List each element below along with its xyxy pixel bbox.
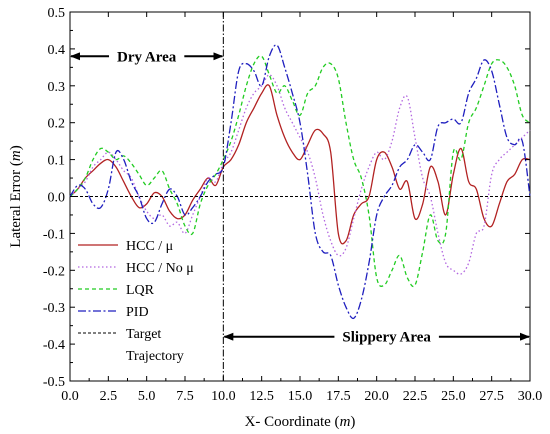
y-tick-label: -0.3 — [43, 301, 65, 316]
y-tick-label: 0.3 — [48, 80, 66, 95]
x-tick-label: 10.0 — [211, 389, 236, 404]
x-axis-unit: m — [340, 414, 351, 430]
x-tick-label: 22.5 — [403, 389, 428, 404]
x-tick-label: 27.5 — [479, 389, 504, 404]
y-axis-unit: m — [8, 150, 24, 161]
x-tick-label: 30.0 — [518, 389, 543, 404]
x-axis-label: X- Coordinate (m) — [245, 414, 356, 430]
x-tick-label: 12.5 — [249, 389, 274, 404]
x-tick-label: 20.0 — [364, 389, 389, 404]
x-tick-label: 7.5 — [176, 389, 194, 404]
region-label-1: Slippery Area — [342, 330, 431, 346]
legend-label-2: LQR — [126, 283, 155, 298]
x-tick-label: 5.0 — [138, 389, 156, 404]
series-line-3 — [69, 44, 531, 320]
legend-label-4: Target — [126, 327, 161, 342]
legend-label-1: HCC / No μ — [126, 261, 194, 276]
y-tick-label: 0.2 — [48, 117, 66, 132]
y-tick-label: -0.2 — [43, 264, 65, 279]
x-tick-label: 2.5 — [100, 389, 118, 404]
series-line-1 — [69, 74, 531, 275]
x-tick-label: 17.5 — [326, 389, 351, 404]
y-tick-label: -0.1 — [43, 227, 65, 242]
legend-label-4-line2: Trajectory — [126, 349, 184, 364]
series-line-2 — [69, 55, 531, 288]
x-tick-label: 25.0 — [441, 389, 466, 404]
x-tick-label: 15.0 — [288, 389, 313, 404]
y-tick-label: 0.0 — [48, 191, 66, 206]
y-tick-label: -0.5 — [43, 375, 65, 390]
series-line-0 — [69, 84, 531, 245]
y-tick-label: 0.5 — [48, 6, 66, 21]
x-tick-label: 0.0 — [61, 389, 79, 404]
y-tick-label: -0.4 — [43, 338, 65, 353]
y-axis-label: Lateral Error (m) — [8, 145, 24, 247]
legend-label-0: HCC / μ — [126, 239, 173, 254]
region-label-0: Dry Area — [117, 49, 177, 65]
y-tick-label: 0.4 — [48, 43, 66, 58]
y-tick-label: 0.1 — [48, 154, 66, 169]
legend-label-3: PID — [126, 305, 149, 320]
